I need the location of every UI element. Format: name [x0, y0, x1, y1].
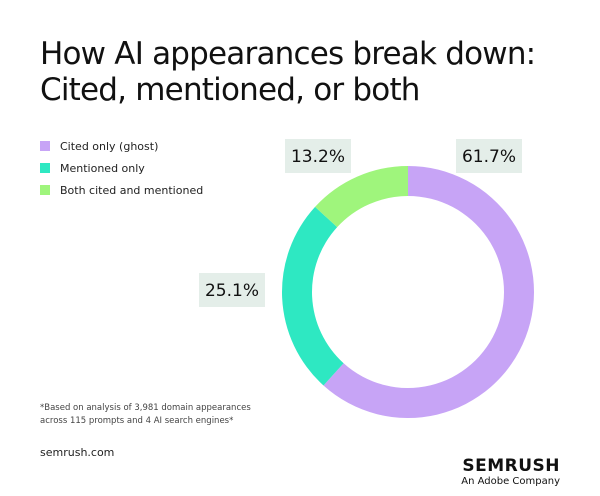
legend-swatch [40, 163, 50, 173]
legend-label: Cited only (ghost) [60, 140, 158, 153]
chart-title: How AI appearances break down: Cited, me… [40, 36, 536, 108]
value-label: 25.1% [205, 281, 259, 301]
brand-name: SEMRUSH [462, 456, 560, 476]
donut-segment [323, 166, 534, 418]
value-label: 13.2% [291, 147, 345, 167]
footnote: *Based on analysis of 3,981 domain appea… [40, 403, 251, 426]
legend-label: Mentioned only [60, 162, 145, 175]
legend-swatch [40, 185, 50, 195]
value-label: 61.7% [462, 147, 516, 167]
value-label-box [285, 139, 351, 173]
value-label-box [199, 273, 265, 307]
value-label-box [456, 139, 522, 173]
site-link[interactable]: semrush.com [40, 446, 115, 459]
brand: SEMRUSH An Adobe Company [461, 457, 560, 488]
donut-segment [315, 166, 408, 228]
donut-segment [281, 206, 344, 386]
legend-swatch [40, 141, 50, 151]
legend-label: Both cited and mentioned [60, 184, 203, 197]
brand-tagline: An Adobe Company [461, 476, 560, 487]
